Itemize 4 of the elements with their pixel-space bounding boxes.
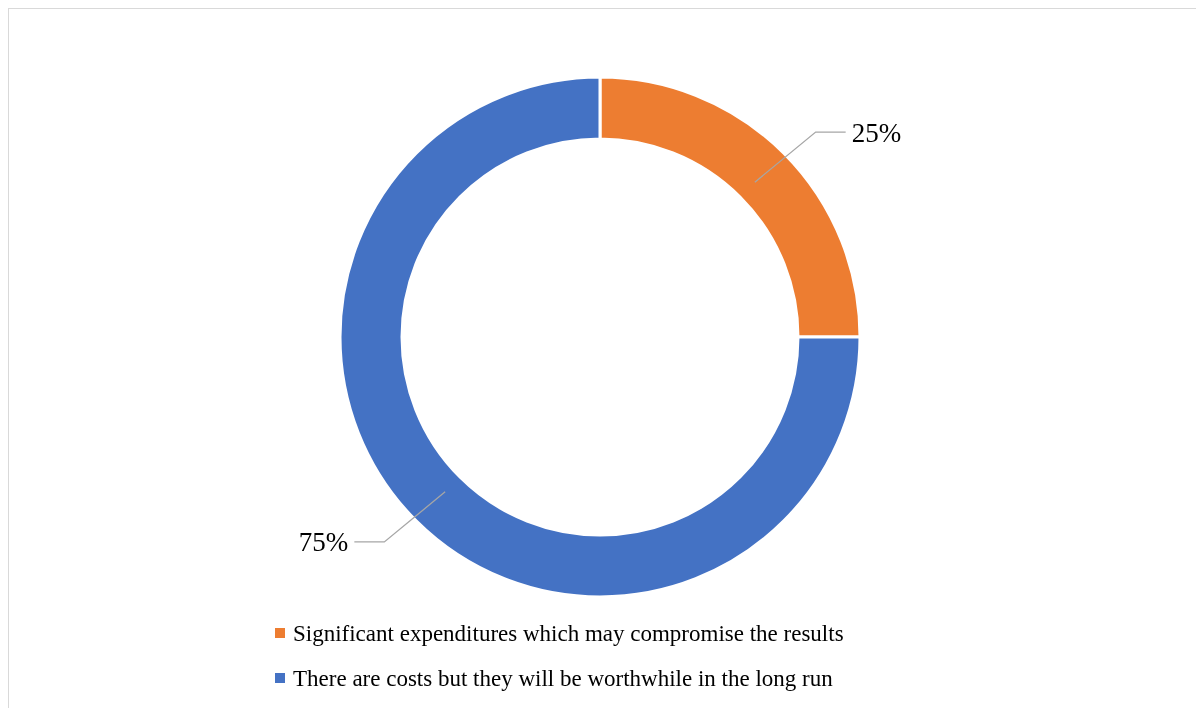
data-label: 25% — [851, 117, 902, 148]
legend-label: Significant expenditures which may compromise the results — [293, 621, 844, 647]
data-label: 75% — [298, 527, 349, 558]
legend-label: There are costs but they will be worthwhile in the long run — [293, 666, 834, 692]
